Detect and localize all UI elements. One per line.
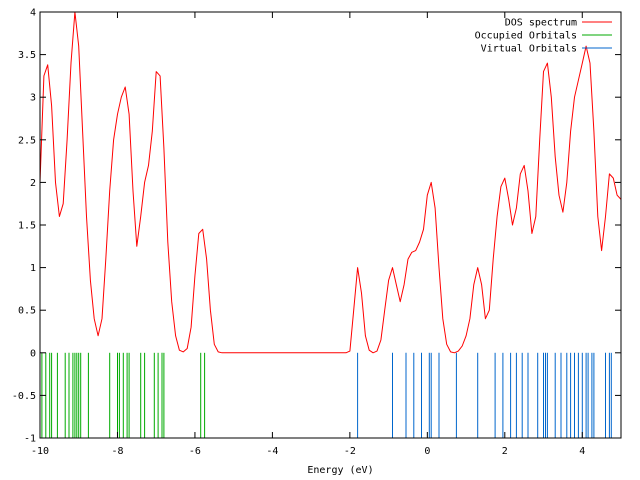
y-tick-label: 1 <box>30 263 36 274</box>
legend: DOS spectrum Occupied Orbitals Virtual Orb… <box>475 18 612 55</box>
y-tick-label: 1.5 <box>18 221 36 232</box>
x-tick-label: -2 <box>344 446 356 457</box>
y-tick-label: 2 <box>30 178 36 189</box>
y-tick-label: 0.5 <box>18 306 36 317</box>
y-tick-label: 2.5 <box>18 135 36 146</box>
tick-layer: -10 -8 -6 -4 -2 0 2 4 -1 -0.5 0 0.5 1 1.5 2 2.5 3 3.5 4 <box>12 8 621 457</box>
y-tick-label: 3.5 <box>18 50 36 61</box>
x-axis-title: Energy (eV) <box>307 465 373 476</box>
x-tick-label: -6 <box>189 446 201 457</box>
x-tick-label: -8 <box>111 446 123 457</box>
y-tick-label: -1 <box>24 434 36 445</box>
dos-spectrum-line <box>39 11 622 354</box>
impulse-series-2 <box>357 352 612 438</box>
x-tick-label: 2 <box>502 446 508 457</box>
legend-label: DOS spectrum <box>505 18 577 29</box>
x-tick-label: -4 <box>266 446 278 457</box>
y-tick-label: 3 <box>30 93 36 104</box>
y-tick-label: -0.5 <box>12 391 36 402</box>
x-tick-label: 0 <box>424 446 430 457</box>
x-tick-label: -10 <box>31 446 49 457</box>
impulse-layer <box>41 352 612 438</box>
legend-label: Occupied Orbitals <box>475 31 577 42</box>
legend-label: Virtual Orbitals <box>481 44 577 55</box>
y-tick-label: 0 <box>30 348 36 359</box>
curve-layer <box>39 11 622 354</box>
x-tick-label: 4 <box>579 446 585 457</box>
impulse-series-1 <box>41 352 206 438</box>
y-tick-label: 4 <box>30 8 36 19</box>
